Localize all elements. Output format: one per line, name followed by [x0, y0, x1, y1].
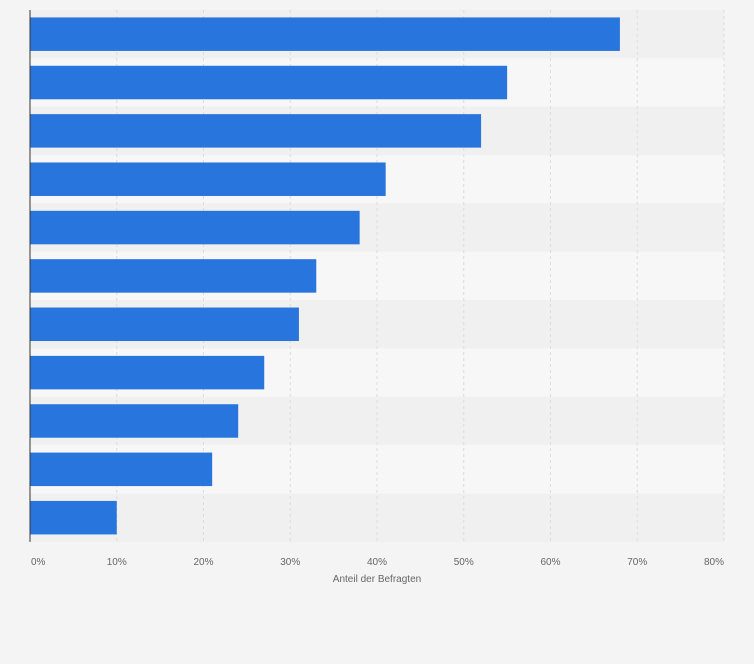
bar[interactable] [30, 259, 317, 293]
bar[interactable] [30, 355, 265, 390]
x-tick-label: 10% [107, 557, 127, 568]
x-tick-label: 80% [704, 557, 724, 568]
bar[interactable] [30, 114, 482, 148]
x-tick-label: 30% [280, 557, 300, 568]
bar[interactable] [30, 307, 299, 342]
bar[interactable] [30, 65, 508, 100]
bar[interactable] [30, 162, 386, 196]
bar[interactable] [30, 17, 620, 51]
bar[interactable] [30, 452, 213, 487]
bar[interactable] [30, 500, 117, 535]
x-tick-label: 70% [627, 557, 647, 568]
x-tick-label: 50% [454, 557, 474, 568]
bar[interactable] [30, 210, 360, 245]
x-tick-label: 40% [367, 557, 387, 568]
x-tick-labels: 0% 10% 20% 30% 40% 50% 60% 70% 80% [31, 557, 724, 568]
x-axis-title: Anteil der Befragten [333, 574, 421, 585]
x-tick-label: 0% [31, 557, 46, 568]
bar[interactable] [30, 404, 239, 438]
x-tick-label: 60% [540, 557, 560, 568]
x-tick-label: 20% [193, 557, 213, 568]
bars [30, 17, 620, 535]
